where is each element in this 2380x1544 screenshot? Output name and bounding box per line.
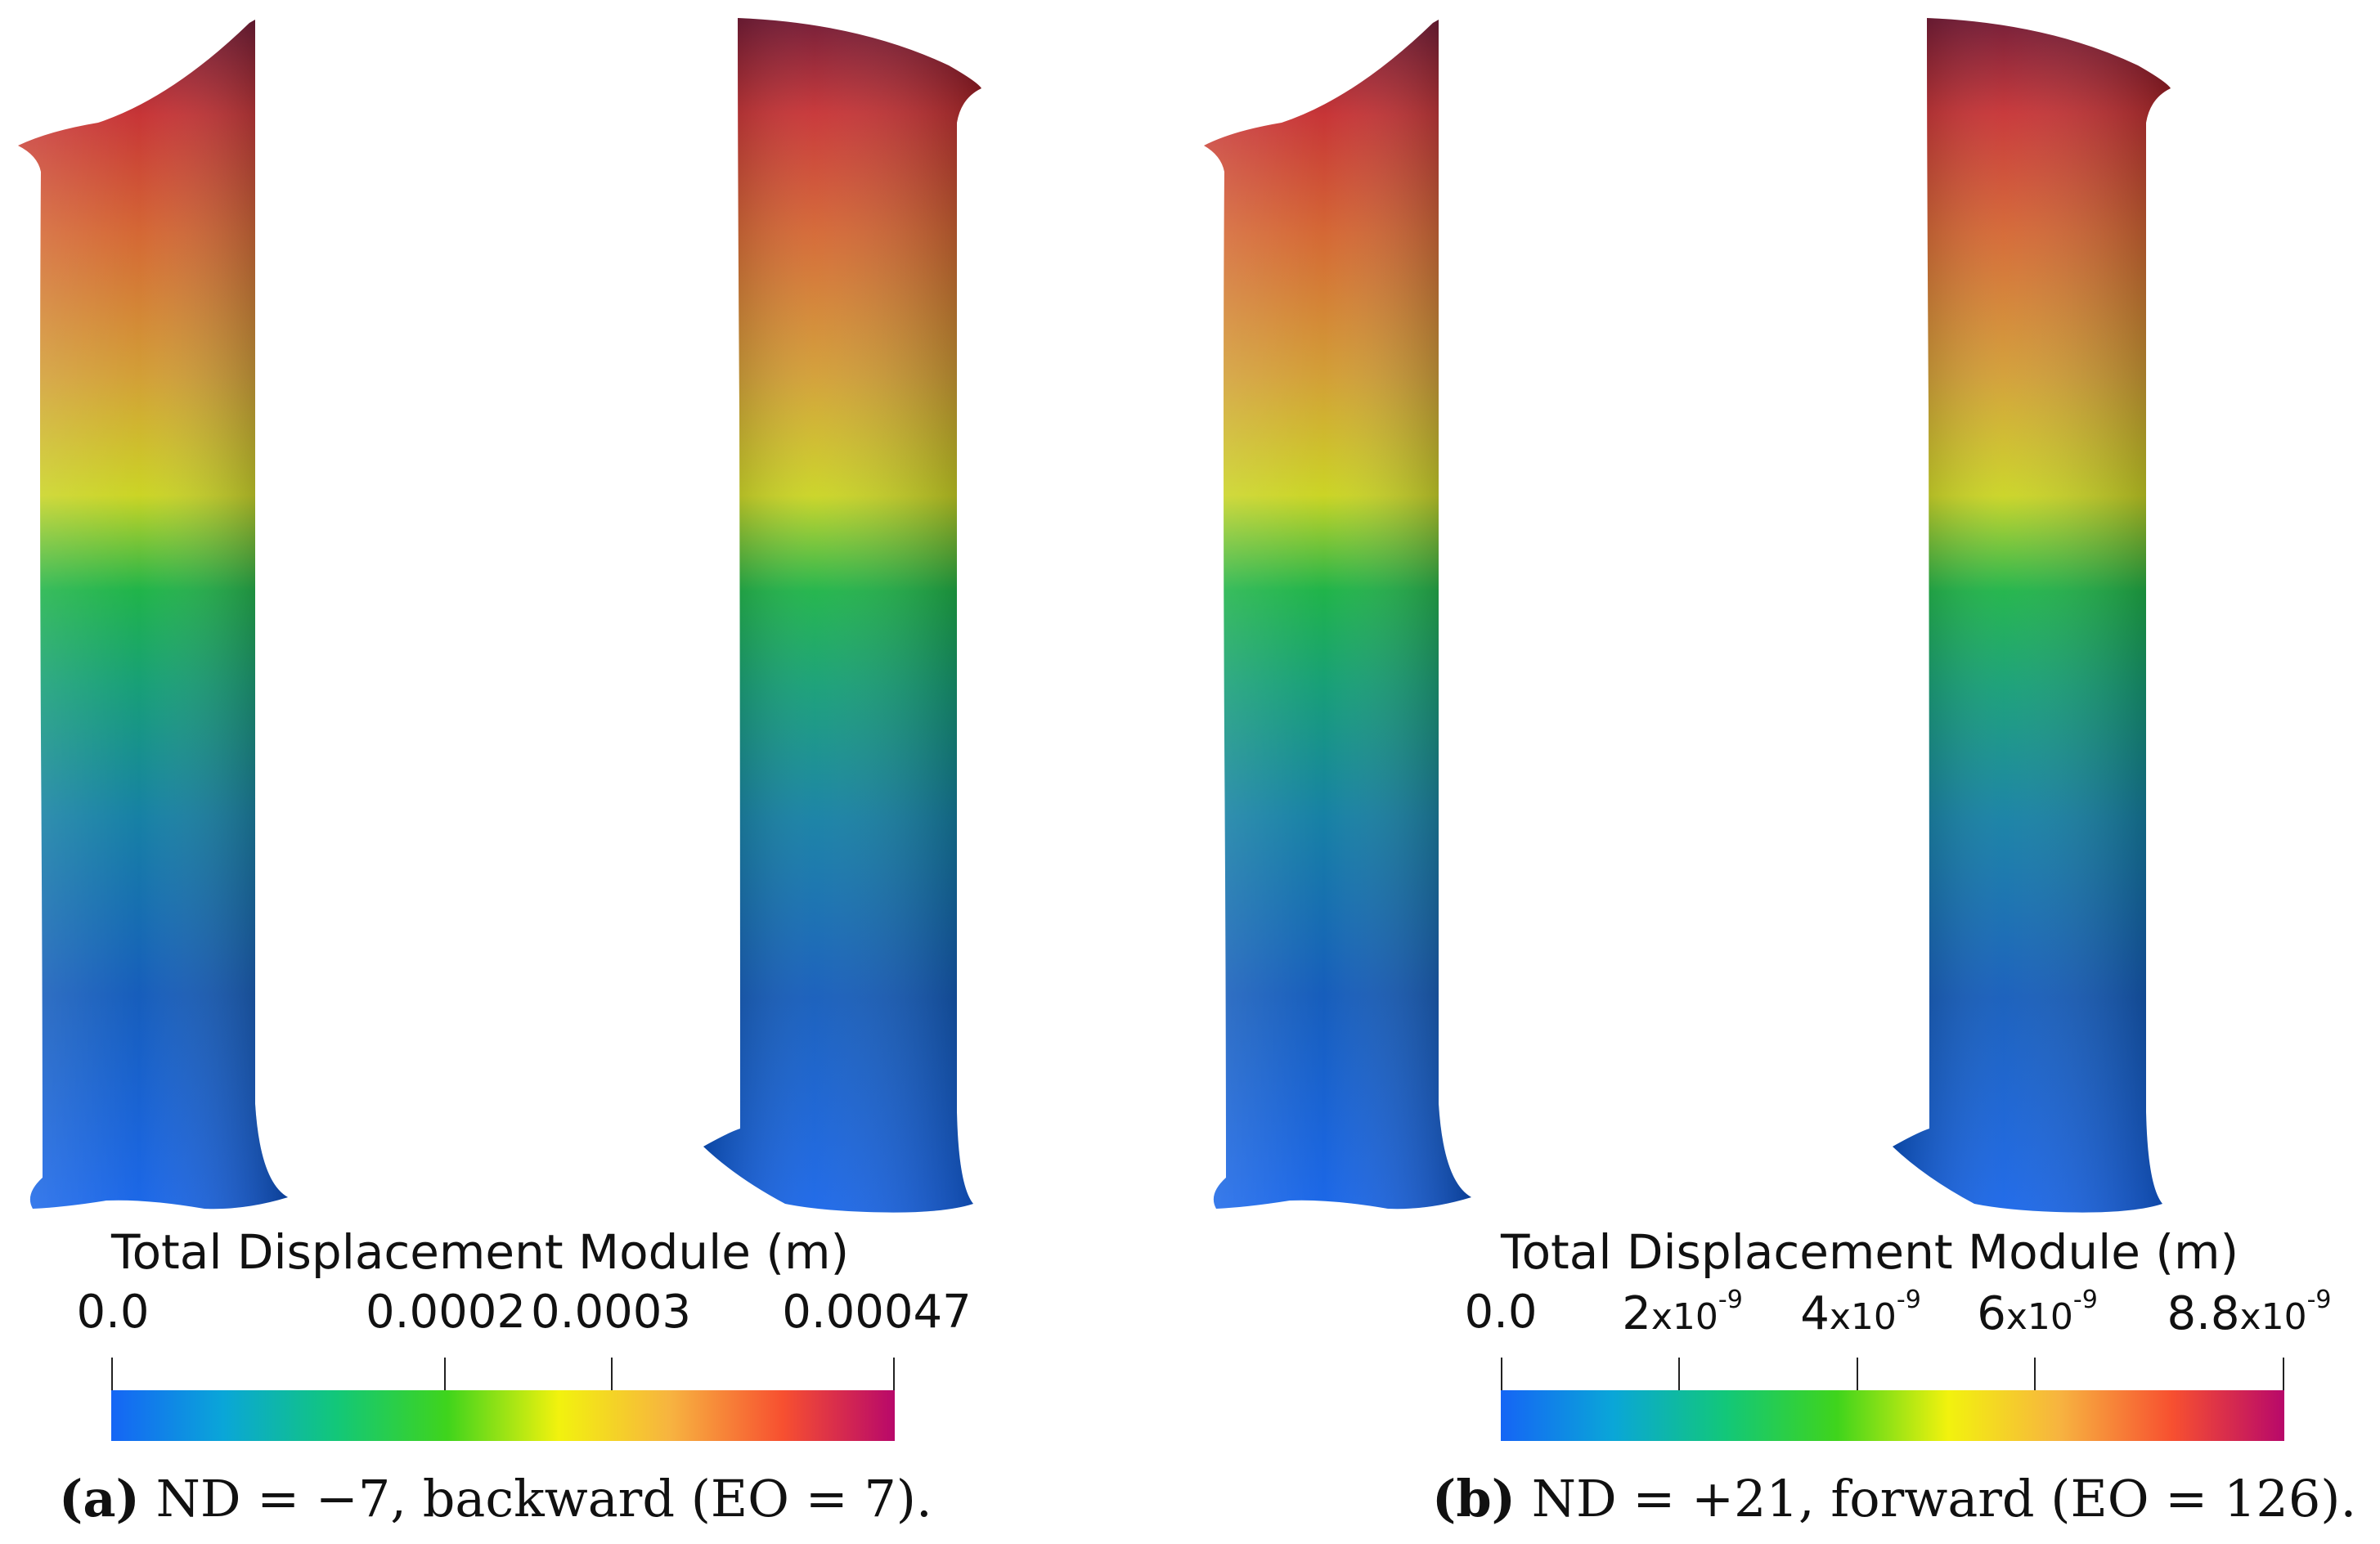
caption-tag-b: (b) <box>1432 1469 1516 1528</box>
blade-left-b <box>1204 20 1471 1210</box>
caption-tag-a: (a) <box>59 1469 140 1528</box>
caption-text-b: ND = +21, forward (EO = 126). <box>1531 1469 2357 1528</box>
panel-a: Total Displacement Module (m) 0.0 0.0002… <box>18 18 981 1528</box>
colorbar-tick <box>1678 1358 1680 1390</box>
blade-left-a <box>18 20 288 1210</box>
colorbar-tick-label: 0.00047 <box>782 1286 972 1339</box>
colorbar-tick <box>111 1358 113 1390</box>
colorbar-title-a: Total Displacement Module (m) <box>111 1224 850 1280</box>
colorbar-tick-label: 0.0 <box>1464 1286 1538 1339</box>
colorbar-tick <box>1501 1358 1502 1390</box>
colorbar-tick-label: 2x10-9 <box>1622 1286 1743 1340</box>
colorbar-tick-label: 0.0002 <box>366 1286 526 1339</box>
colorbar-tick <box>1857 1358 1858 1390</box>
blade-renderings-a <box>18 18 981 1213</box>
colorbar-a <box>111 1390 895 1441</box>
colorbar-tick <box>2283 1358 2284 1390</box>
colorbar-tick <box>893 1358 895 1390</box>
colorbar-tick <box>444 1358 446 1390</box>
colorbar-tick-label: 0.0003 <box>531 1286 691 1339</box>
colorbar-title-b: Total Displacement Module (m) <box>1501 1224 2239 1280</box>
colorbar-tick <box>2034 1358 2036 1390</box>
caption-text-a: ND = −7, backward (EO = 7). <box>155 1469 932 1528</box>
blade-right-b <box>1893 18 2171 1213</box>
caption-a: (a) ND = −7, backward (EO = 7). <box>59 1469 932 1528</box>
colorbar-tick-label: 6x10-9 <box>1977 1286 2098 1340</box>
blade-right-a <box>703 18 981 1213</box>
colorbar-tick-label: 0.0 <box>76 1286 150 1339</box>
colorbar-tick-label: 4x10-9 <box>1800 1286 1921 1340</box>
colorbar-b <box>1501 1390 2284 1441</box>
colorbar-tick <box>611 1358 613 1390</box>
blade-renderings-b <box>1204 18 2171 1213</box>
panel-b: Total Displacement Module (m) 0.0 2x10-9… <box>1190 0 2380 1544</box>
colorbar-tick-label: 8.8x10-9 <box>2167 1286 2332 1340</box>
caption-b: (b) ND = +21, forward (EO = 126). <box>1432 1469 2356 1528</box>
